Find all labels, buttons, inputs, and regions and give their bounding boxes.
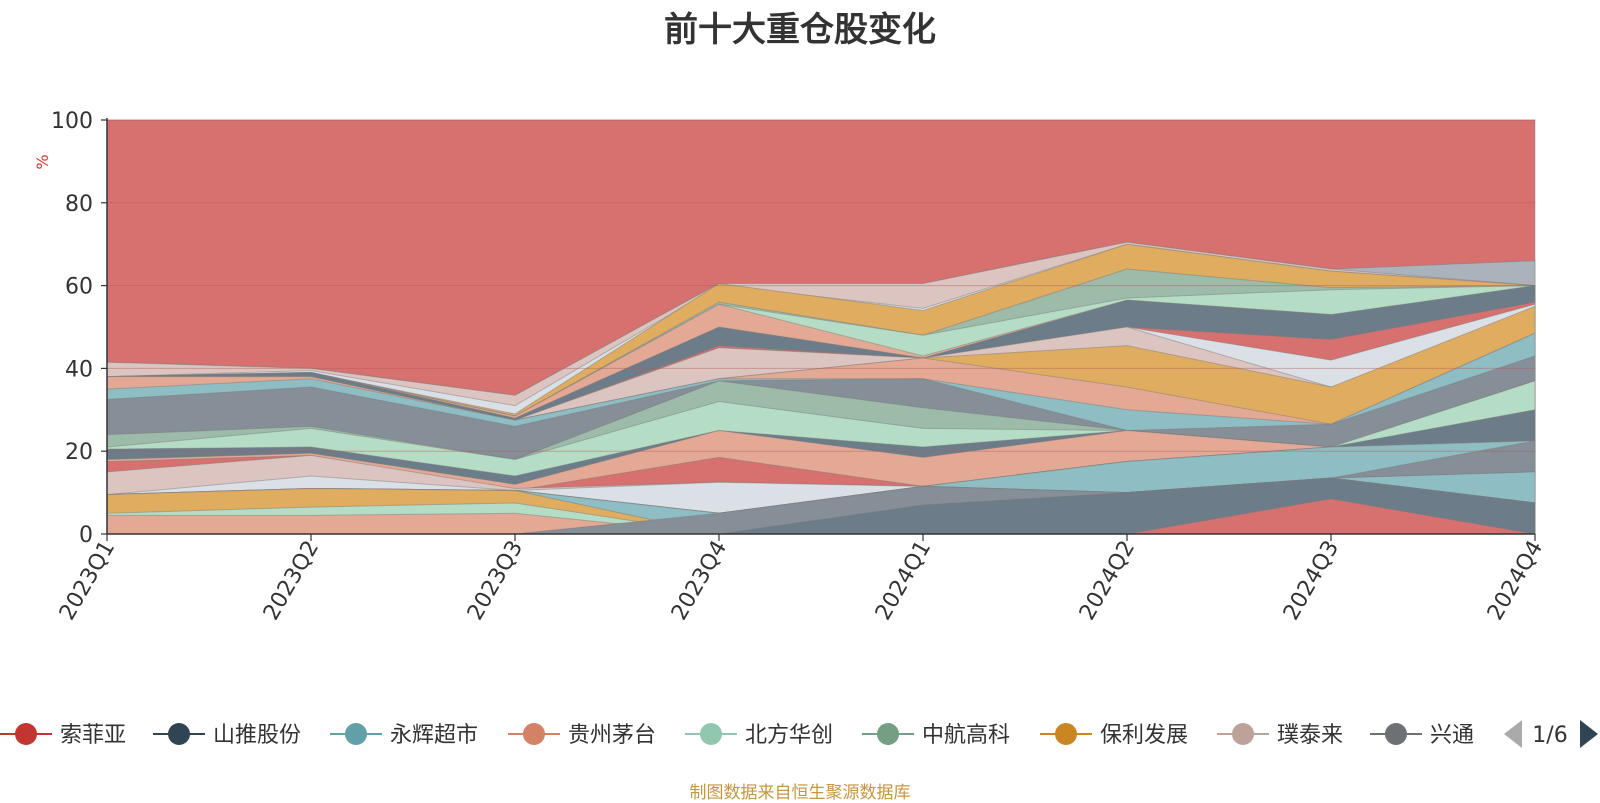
legend-item-6[interactable]: 保利发展 bbox=[1040, 723, 1188, 748]
y-tick-label-100: 100 bbox=[51, 109, 93, 134]
y-tick-label-20: 20 bbox=[65, 440, 93, 465]
y-tick-label-40: 40 bbox=[65, 357, 93, 382]
pager-next-icon[interactable] bbox=[1580, 720, 1598, 748]
legend-item-1[interactable]: 山推股份 bbox=[153, 723, 301, 748]
x-tick-label-3: 2023Q4 bbox=[667, 537, 732, 625]
y-axis-label: % bbox=[33, 154, 52, 169]
x-tick-label-5: 2024Q2 bbox=[1075, 537, 1140, 625]
legend-marker-7 bbox=[1232, 723, 1254, 745]
x-tick-label-2: 2023Q3 bbox=[463, 537, 528, 625]
legend[interactable]: 索菲亚 山推股份 永辉超市 贵州茅台 北方华创 中航高科 保利发展 璞泰来 兴通 bbox=[0, 723, 1474, 748]
legend-marker-8 bbox=[1385, 723, 1407, 745]
y-tick-label-0: 0 bbox=[79, 523, 93, 548]
legend-label-3: 贵州茅台 bbox=[568, 723, 656, 748]
x-tick-label-0: 2023Q1 bbox=[55, 537, 120, 625]
legend-item-3[interactable]: 贵州茅台 bbox=[508, 723, 656, 748]
area-layers bbox=[106, 119, 1536, 535]
legend-marker-4 bbox=[700, 723, 722, 745]
legend-label-4: 北方华创 bbox=[745, 723, 833, 748]
legend-item-0[interactable]: 索菲亚 bbox=[0, 723, 126, 748]
legend-marker-2 bbox=[345, 723, 367, 745]
legend-marker-3 bbox=[523, 723, 545, 745]
source-note: 制图数据来自恒生聚源数据库 bbox=[689, 783, 911, 803]
legend-label-8: 兴通 bbox=[1430, 723, 1474, 748]
legend-label-7: 璞泰来 bbox=[1277, 723, 1343, 748]
legend-item-2[interactable]: 永辉超市 bbox=[330, 723, 478, 748]
legend-item-8[interactable]: 兴通 bbox=[1370, 723, 1474, 748]
x-tick-label-4: 2024Q1 bbox=[871, 537, 936, 625]
legend-pager: 1/6 bbox=[1504, 720, 1598, 748]
legend-label-2: 永辉超市 bbox=[390, 723, 478, 748]
legend-item-4[interactable]: 北方华创 bbox=[685, 723, 833, 748]
legend-label-6: 保利发展 bbox=[1100, 723, 1188, 748]
legend-label-5: 中航高科 bbox=[922, 723, 1010, 748]
grid-lines bbox=[107, 119, 1535, 452]
pager-label: 1/6 bbox=[1532, 723, 1567, 748]
legend-label-1: 山推股份 bbox=[213, 723, 301, 748]
axes bbox=[101, 118, 1536, 541]
legend-label-0: 索菲亚 bbox=[60, 723, 126, 748]
legend-marker-6 bbox=[1055, 723, 1077, 745]
y-tick-label-80: 80 bbox=[65, 192, 93, 217]
pager-prev-icon[interactable] bbox=[1504, 720, 1522, 748]
legend-item-7[interactable]: 璞泰来 bbox=[1217, 723, 1343, 748]
x-tick-label-1: 2023Q2 bbox=[259, 537, 324, 625]
legend-marker-1 bbox=[168, 723, 190, 745]
legend-item-5[interactable]: 中航高科 bbox=[862, 723, 1010, 748]
legend-marker-5 bbox=[877, 723, 899, 745]
legend-marker-0 bbox=[15, 723, 37, 745]
y-tick-label-60: 60 bbox=[65, 275, 93, 300]
chart-title: 前十大重仓股变化 bbox=[664, 10, 936, 50]
x-tick-label-6: 2024Q3 bbox=[1279, 537, 1344, 625]
x-tick-label-7: 2024Q4 bbox=[1483, 537, 1548, 625]
